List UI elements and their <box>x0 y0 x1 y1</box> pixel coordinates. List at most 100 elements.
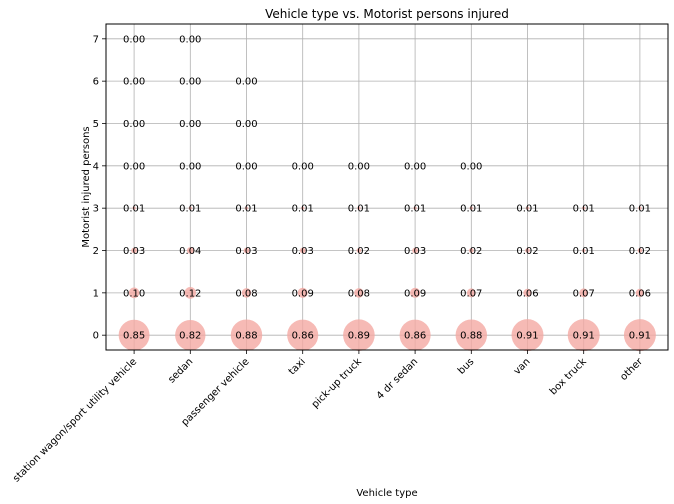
data-value-label: 0.00 <box>179 77 201 88</box>
data-value-label: 0.88 <box>235 331 257 342</box>
data-value-label: 0.01 <box>629 204 651 215</box>
data-value-label: 0.88 <box>460 331 482 342</box>
data-value-label: 0.00 <box>179 34 201 45</box>
data-value-label: 0.00 <box>348 161 370 172</box>
data-marker <box>511 319 544 352</box>
data-value-label: 0.00 <box>123 34 145 45</box>
data-marker <box>186 247 194 254</box>
plot-area-frame <box>105 23 669 351</box>
y-axis-ticks: 0 1 2 3 4 5 6 7 <box>93 34 106 342</box>
data-marker <box>184 287 197 299</box>
data-marker <box>525 206 530 210</box>
y-tick-label: 5 <box>93 119 99 130</box>
data-value-label: 0.02 <box>629 246 651 257</box>
data-marker <box>523 288 532 297</box>
y-tick-label: 3 <box>93 204 99 215</box>
x-tick-label: box truck <box>548 356 589 397</box>
data-value-label: 0.91 <box>516 331 538 342</box>
data-marker <box>412 247 419 254</box>
data-marker <box>525 248 530 253</box>
data-value-label: 0.01 <box>179 204 201 215</box>
data-value-label: 0.00 <box>179 161 201 172</box>
data-value-label: 0.08 <box>235 288 257 299</box>
data-marker <box>469 206 473 210</box>
data-marker <box>131 247 138 254</box>
data-value-label: 0.12 <box>179 288 201 299</box>
y-tick-label: 4 <box>93 161 99 172</box>
y-axis-label: Motorist injured persons <box>81 126 92 247</box>
x-tick-label: station wagon/sport utility vehicle <box>11 356 139 484</box>
data-marker <box>244 206 249 210</box>
data-marker <box>413 206 417 210</box>
x-tick-label: pick-up truck <box>310 356 364 410</box>
data-marker <box>356 248 362 253</box>
markers <box>118 206 656 352</box>
data-marker <box>623 319 656 352</box>
data-marker <box>357 206 361 210</box>
data-marker <box>118 319 150 351</box>
data-marker <box>399 319 431 351</box>
x-tick-label: taxi <box>287 356 308 377</box>
data-value-label: 0.01 <box>573 204 595 215</box>
x-axis-ticks: station wagon/sport utility vehicle sedan… <box>11 350 646 484</box>
data-marker <box>132 206 136 210</box>
data-value-label: 0.00 <box>235 77 257 88</box>
data-value-label: 0.89 <box>348 331 370 342</box>
data-value-label: 0.86 <box>404 331 426 342</box>
x-tick-label: van <box>512 356 533 377</box>
data-marker <box>637 248 643 253</box>
data-value-label: 0.01 <box>123 204 145 215</box>
data-value-label: 0.00 <box>292 161 314 172</box>
data-marker <box>455 319 488 351</box>
data-value-label: 0.01 <box>460 204 482 215</box>
data-marker <box>230 319 263 351</box>
data-value-label: 0.00 <box>123 161 145 172</box>
data-value-label: 0.08 <box>348 288 370 299</box>
data-value-label: 0.02 <box>460 246 482 257</box>
data-value-label: 0.04 <box>179 246 201 257</box>
data-value-label: 0.03 <box>404 246 426 257</box>
data-value-label: 0.07 <box>460 288 482 299</box>
data-value-label: 0.01 <box>516 204 538 215</box>
data-value-label: 0.01 <box>292 204 314 215</box>
y-tick-label: 0 <box>93 331 99 342</box>
data-value-label: 0.00 <box>179 119 201 130</box>
data-value-label: 0.00 <box>460 161 482 172</box>
value-labels: 0.85 0.10 0.03 0.01 0.00 0.00 0.00 0.00 0.82 0.12… <box>123 34 651 341</box>
data-value-label: 0.00 <box>235 119 257 130</box>
data-value-label: 0.03 <box>123 246 145 257</box>
data-value-label: 0.01 <box>573 246 595 257</box>
data-value-label: 0.07 <box>573 288 595 299</box>
data-value-label: 0.06 <box>516 288 538 299</box>
data-marker <box>579 288 589 298</box>
chart-title: Vehicle type vs. Motorist persons injure… <box>265 7 509 21</box>
data-marker <box>301 206 305 210</box>
data-marker <box>343 319 375 352</box>
data-value-label: 0.00 <box>123 77 145 88</box>
data-value-label: 0.03 <box>235 246 257 257</box>
data-marker <box>297 287 308 298</box>
x-axis-label: Vehicle type <box>356 488 417 499</box>
x-tick-label: other <box>618 356 645 383</box>
data-marker <box>468 248 474 253</box>
data-marker <box>241 288 252 298</box>
x-tick-label: bus <box>456 356 476 376</box>
data-marker <box>299 247 306 254</box>
y-tick-label: 2 <box>93 246 99 257</box>
data-value-label: 0.09 <box>292 288 314 299</box>
data-value-label: 0.86 <box>292 331 314 342</box>
data-marker <box>243 247 250 254</box>
y-tick-label: 1 <box>93 288 99 299</box>
data-value-label: 0.03 <box>292 246 314 257</box>
y-tick-label: 6 <box>93 77 99 88</box>
data-marker <box>582 248 586 253</box>
data-value-label: 0.02 <box>516 246 538 257</box>
data-value-label: 0.00 <box>235 161 257 172</box>
data-marker <box>638 206 642 210</box>
data-marker <box>582 206 586 210</box>
data-value-label: 0.01 <box>348 204 370 215</box>
data-value-label: 0.91 <box>573 331 595 342</box>
data-value-label: 0.06 <box>629 288 651 299</box>
data-value-label: 0.85 <box>123 331 145 342</box>
